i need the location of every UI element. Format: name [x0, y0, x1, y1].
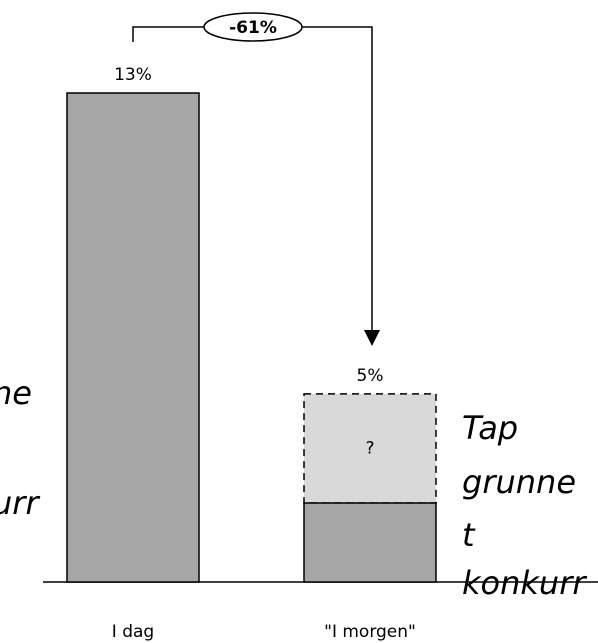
value-label: 13%: [114, 65, 152, 85]
x-tick-label: I dag: [112, 622, 154, 642]
side-text: urr: [0, 484, 40, 522]
segment-label: ?: [365, 438, 374, 458]
side-text: Tap: [462, 409, 518, 447]
side-text: t: [462, 516, 476, 554]
bar: [66, 92, 200, 583]
annotation-ellipse: [203, 12, 303, 42]
x-tick-label: "I morgen": [324, 622, 416, 642]
value-label: 5%: [357, 366, 384, 386]
side-text: konkurr: [462, 564, 587, 602]
annotation-text: -61%: [229, 18, 277, 38]
arrow-head: [364, 330, 380, 346]
side-text: ne: [0, 374, 32, 412]
side-text: grunne: [462, 463, 576, 501]
bar: [303, 502, 437, 583]
bar-uncertain: [303, 393, 437, 504]
